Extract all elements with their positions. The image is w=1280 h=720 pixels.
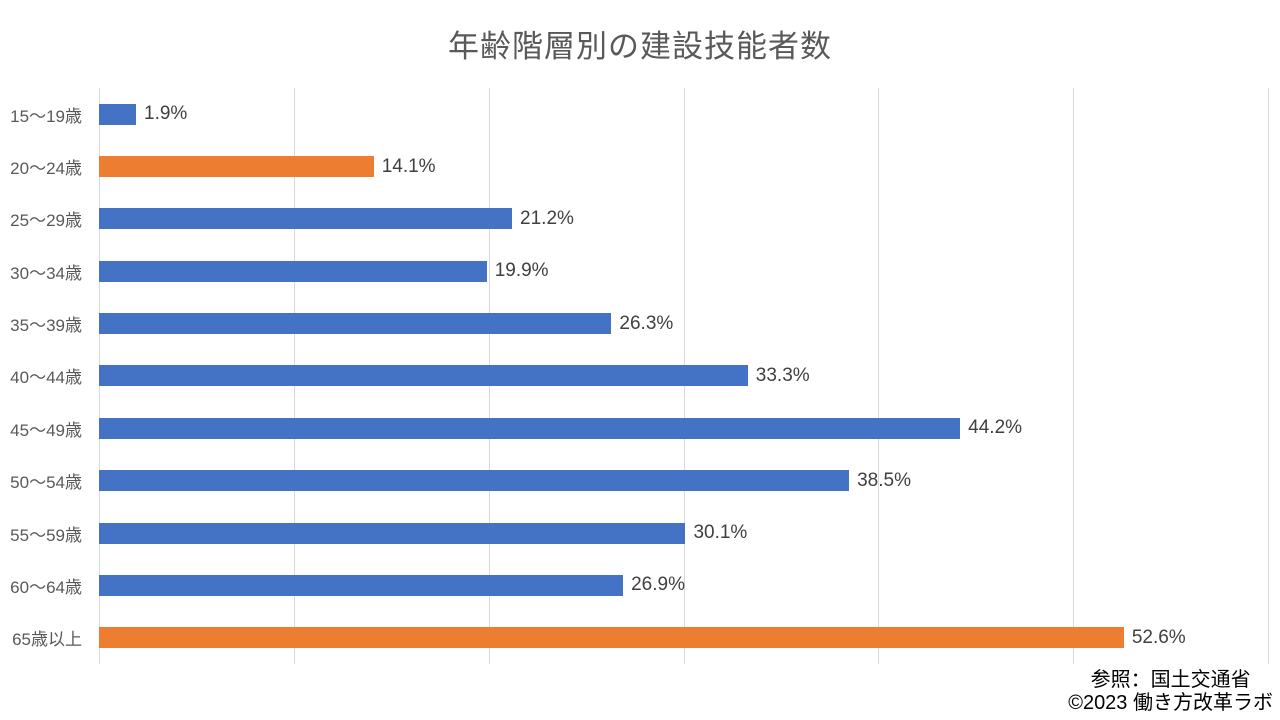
bar	[99, 470, 850, 492]
value-label: 38.5%	[857, 469, 911, 491]
bar-row: 55〜59歳 30.1%	[10, 507, 1268, 559]
bar-row: 35〜39歳 26.3%	[10, 297, 1268, 349]
value-label: 30.1%	[693, 522, 748, 544]
category-label: 20〜24歳	[10, 159, 82, 179]
bar-row: 15〜19歳 1.9%	[10, 88, 1268, 140]
bar	[99, 156, 374, 178]
value-label: 21.2%	[520, 207, 574, 229]
bar	[99, 574, 624, 596]
bar-row: 60〜64歳 26.9%	[10, 559, 1268, 611]
gridline	[878, 88, 880, 664]
bar-row: 20〜24歳 14.1%	[10, 140, 1268, 192]
category-label: 45〜49歳	[10, 420, 82, 440]
bar	[99, 417, 961, 439]
value-label: 26.3%	[619, 312, 674, 334]
category-label: 30〜34歳	[10, 263, 82, 283]
category-label: 50〜54歳	[10, 473, 82, 493]
bar	[99, 522, 686, 544]
value-label: 19.9%	[494, 260, 549, 282]
value-label: 33.3%	[755, 364, 810, 386]
bar-row: 45〜49歳 44.2%	[10, 402, 1268, 454]
bar-row: 50〜54歳 38.5%	[10, 455, 1268, 507]
bar-row: 30〜34歳 19.9%	[10, 245, 1268, 297]
bar	[99, 103, 137, 125]
plot-area: 15〜19歳 1.9% 20〜24歳 14.1% 25〜29歳 21.2% 30〜34歳 19…	[10, 88, 1269, 664]
source-text: 参照：国土交通省	[1090, 669, 1251, 691]
gridline	[1073, 88, 1075, 664]
bar-row: 25〜29歳 21.2%	[10, 193, 1268, 245]
category-label: 65歳以上	[12, 630, 82, 650]
category-label: 25〜29歳	[10, 211, 82, 231]
bar-row: 40〜44歳 33.3%	[10, 350, 1268, 402]
value-label: 26.9%	[631, 574, 685, 596]
footer: 参照：国土交通省 ©2023 働き方改革ラボ	[1068, 669, 1273, 715]
copyright-text: ©2023 働き方改革ラボ	[1068, 692, 1273, 714]
gridline	[1268, 88, 1269, 664]
bar	[99, 260, 487, 282]
value-label: 1.9%	[144, 103, 188, 125]
value-label: 14.1%	[381, 155, 436, 177]
bar	[99, 365, 748, 387]
chart-title: 年齢階層別の建設技能者数	[448, 29, 832, 64]
category-label: 55〜59歳	[10, 525, 82, 545]
bar-row: 65歳以上 52.6%	[12, 612, 1268, 664]
bar	[99, 627, 1124, 649]
category-label: 35〜39歳	[10, 316, 82, 336]
category-label: 15〜19歳	[10, 106, 82, 126]
value-label: 52.6%	[1131, 626, 1186, 648]
value-label: 44.2%	[968, 417, 1023, 439]
category-label: 40〜44歳	[10, 368, 82, 388]
category-label: 60〜64歳	[10, 577, 82, 597]
bar	[99, 313, 612, 335]
bar	[99, 208, 513, 230]
